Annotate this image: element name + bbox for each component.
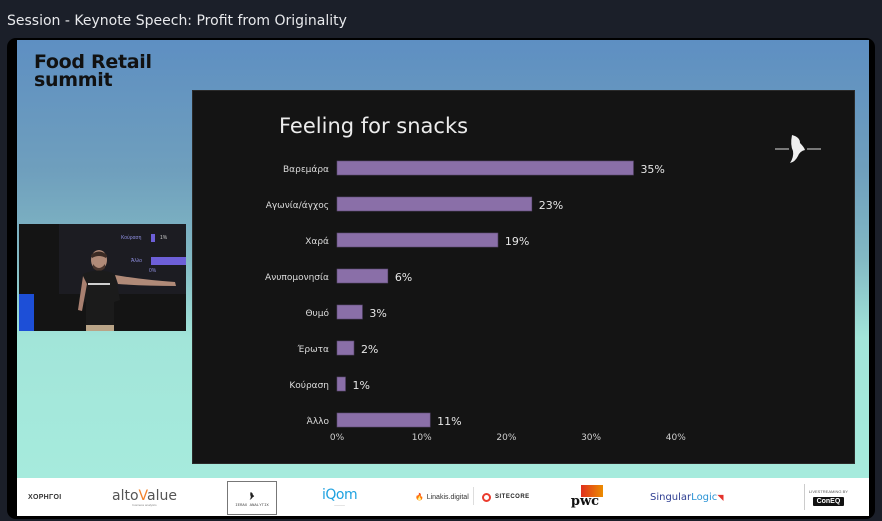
pwc-text: pwc xyxy=(570,494,600,509)
cam-label: 1% xyxy=(160,235,168,241)
sponsor-singularlogic-logo: Singular Logic ◥ xyxy=(650,478,723,516)
cam-bar xyxy=(151,257,186,265)
category-label: Βαρεμάρα xyxy=(283,165,329,175)
livestream-divider xyxy=(804,484,805,510)
sponsor-pwc-logo: pwc xyxy=(567,478,603,516)
category-label: Χαρά xyxy=(305,237,329,247)
logic-text: Logic xyxy=(691,491,718,503)
event-brand: Food Retail summit xyxy=(34,51,152,91)
cam-bar xyxy=(151,234,155,242)
bar xyxy=(336,160,634,176)
speaker-figure xyxy=(78,250,176,331)
singular-accent-icon: ◥ xyxy=(717,492,724,502)
coneq-logo: ConEQ xyxy=(812,496,845,506)
value-label: 19% xyxy=(505,235,529,248)
category-label: Ανυπομονησία xyxy=(265,273,329,283)
sponsor-linakis-logo: 🔥 Linakis.digital xyxy=(415,478,469,516)
sponsor-iqom-logo: iQom ───── xyxy=(322,478,358,516)
iqom-text: Qom xyxy=(325,487,358,503)
pwc-block-icon xyxy=(581,485,603,497)
speaker-camera: Κούραση 1% Άλλο 0% xyxy=(19,224,186,331)
video-player[interactable]: Food Retail summit Βαρεμάρα 35% Αγωνία/άγχ… xyxy=(7,38,875,519)
x-tick-label: 20% xyxy=(496,433,516,443)
value-label: 23% xyxy=(539,199,563,212)
value-label: 6% xyxy=(395,271,412,284)
bar xyxy=(336,232,499,248)
sponsor-sitecore-logo: SITECORE xyxy=(482,478,530,516)
value-label: 2% xyxy=(361,343,378,356)
bar xyxy=(336,268,389,284)
x-tick-label: 10% xyxy=(412,433,432,443)
alto-v: V xyxy=(138,487,148,504)
sitecore-ring-icon xyxy=(482,492,491,502)
sponsor-divider xyxy=(473,487,474,505)
bar xyxy=(336,412,431,428)
x-tick-label: 40% xyxy=(666,433,686,443)
bar xyxy=(336,340,355,356)
livestream-label: LIVESTREAMING BY xyxy=(809,488,848,494)
alto-value-text: alue xyxy=(147,487,177,504)
bar xyxy=(336,196,533,212)
sitecore-text: SITECORE xyxy=(495,494,530,500)
window-title: Session - Keynote Speech: Profit from Or… xyxy=(0,0,882,38)
value-label: 1% xyxy=(352,379,369,392)
bar xyxy=(336,304,363,320)
camera-blue-panel xyxy=(19,294,34,331)
video-stage: Food Retail summit Βαρεμάρα 35% Αγωνία/άγχ… xyxy=(17,40,869,478)
cam-label: Άλλο xyxy=(131,258,143,264)
alto-tagline: business analytics xyxy=(132,502,157,507)
category-label: Κούραση xyxy=(289,380,329,391)
sponsors-label: ΧΟΡΗΓΟΙ xyxy=(28,493,62,501)
bar-chart: Βαρεμάρα 35% Αγωνία/άγχος 23% Χαρά 19% Ανυπομο… xyxy=(265,160,686,443)
flame-icon: 🔥 xyxy=(415,494,424,501)
singular-text: Singular xyxy=(650,491,692,503)
slide-title: Feeling for snacks xyxy=(279,114,469,138)
livestream-credit: LIVESTREAMING BY ConEQ xyxy=(809,478,848,516)
x-tick-label: 0% xyxy=(330,433,345,443)
ierax-text: IERAX ANALYTIX xyxy=(235,504,269,508)
sponsor-ierax-logo: IERAX ANALYTIX xyxy=(227,481,277,515)
x-tick-label: 30% xyxy=(581,433,601,443)
linakis-text: Linakis.digital xyxy=(426,493,469,501)
sponsor-altovalue-logo: altoValue business analytics xyxy=(112,478,177,516)
category-label: Θυμό xyxy=(305,308,329,319)
brand-line-2: summit xyxy=(34,69,113,91)
iqom-i: i xyxy=(322,487,326,503)
bar xyxy=(336,376,346,392)
cam-label: Κούραση xyxy=(121,235,142,241)
iqom-tagline: ───── xyxy=(334,503,345,507)
bird-logo-icon xyxy=(775,135,821,163)
alto-text: alto xyxy=(112,487,139,504)
brand-line-1: Food Retail xyxy=(34,51,152,73)
ierax-bird-icon xyxy=(249,492,255,500)
value-label: 35% xyxy=(640,163,664,176)
cam-label: 0% xyxy=(149,268,157,274)
category-label: Αγωνία/άγχος xyxy=(266,201,329,211)
presentation-slide: Βαρεμάρα 35% Αγωνία/άγχος 23% Χαρά 19% Ανυπομο… xyxy=(192,90,855,464)
sponsors-bar: ΧΟΡΗΓΟΙ altoValue business analytics IER… xyxy=(17,478,869,516)
value-label: 3% xyxy=(369,307,386,320)
category-label: Έρωτα xyxy=(297,345,329,355)
category-label: Άλλο xyxy=(307,417,330,427)
value-label: 11% xyxy=(437,415,461,428)
